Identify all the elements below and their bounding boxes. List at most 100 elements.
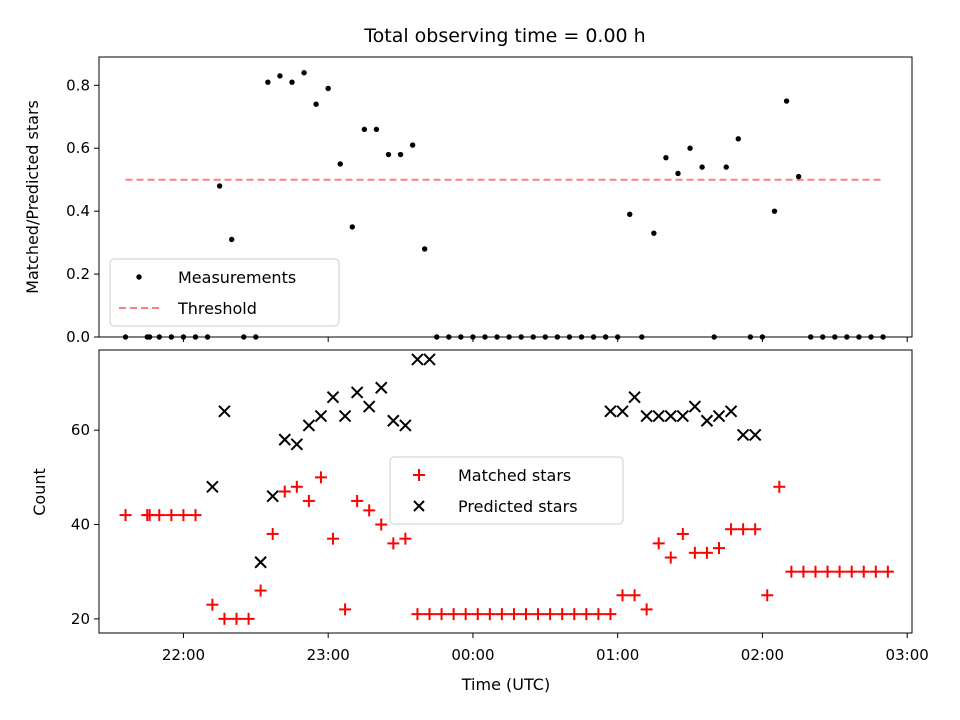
matched-star-point	[327, 532, 340, 545]
measurement-point	[735, 136, 742, 142]
bottom-x-tick-label: 01:00	[596, 646, 639, 664]
top-panel: 0.00.20.40.60.8 Matched/Predicted stars …	[23, 56, 913, 346]
matched-star-point	[568, 608, 581, 621]
predicted-star-point	[338, 409, 352, 423]
matched-star-point	[532, 608, 545, 621]
matched-star-point	[809, 565, 822, 578]
matched-star-point	[290, 480, 303, 493]
matched-star-point	[652, 537, 665, 550]
top-y-tick-label: 0.4	[66, 202, 90, 220]
bottom-plot-area	[119, 353, 894, 625]
matched-star-point	[725, 523, 738, 536]
predicted-star-point	[266, 490, 279, 503]
predicted-star-point	[688, 400, 702, 413]
top-y-ticks: 0.0 0.2 0.4 0.6 0.8	[66, 76, 99, 346]
top-y-tick-label: 0.2	[66, 265, 90, 283]
matched-star-point	[302, 494, 315, 507]
matched-star-point	[507, 608, 520, 621]
bottom-y-axis-label: Count	[30, 468, 49, 516]
predicted-star-point	[628, 390, 641, 404]
measurement-point	[771, 208, 778, 214]
matched-star-point	[737, 523, 750, 536]
measurement-point	[699, 164, 705, 170]
matched-star-point	[604, 608, 617, 621]
matched-star-point	[119, 509, 132, 522]
measurement-point	[409, 142, 416, 148]
matched-legend-label: Matched stars	[458, 466, 571, 485]
predicted-star-point	[326, 390, 340, 404]
measurement-point	[349, 224, 356, 230]
matched-star-point	[153, 509, 166, 522]
measurements-legend-label: Measurements	[178, 268, 296, 287]
measurement-point	[385, 151, 392, 158]
top-y-tick-label: 0.0	[66, 328, 90, 346]
measurement-point	[265, 79, 271, 85]
bottom-x-tick-label: 22:00	[162, 646, 205, 664]
measurement-point	[397, 151, 404, 158]
predicted-star-point	[724, 405, 738, 418]
matched-star-point	[749, 523, 762, 536]
matched-star-point	[869, 565, 882, 578]
matched-star-point	[254, 584, 267, 597]
predicted-star-point	[604, 405, 617, 418]
chart-title: Total observing time = 0.00 h	[363, 25, 645, 47]
predicted-star-point	[664, 409, 677, 423]
bottom-legend-box	[389, 456, 624, 525]
matched-star-point	[399, 532, 412, 545]
top-plot-area	[122, 70, 886, 340]
matched-star-point	[821, 565, 834, 578]
predicted-star-point	[700, 414, 714, 427]
top-axes-frame	[98, 56, 913, 338]
predicted-star-point	[399, 419, 412, 432]
predicted-star-point	[748, 428, 762, 442]
bottom-y-tick-label: 60	[71, 421, 90, 439]
matched-star-point	[339, 603, 352, 616]
measurement-point	[313, 101, 319, 107]
bottom-x-tick-label: 02:00	[741, 646, 784, 664]
predicted-legend-marker	[413, 500, 425, 512]
bottom-x-tick-label: 23:00	[307, 646, 350, 664]
bottom-y-tick-label: 20	[71, 610, 90, 628]
predicted-star-point	[411, 353, 424, 366]
x-axis-label: Time (UTC)	[461, 675, 550, 694]
top-legend-box	[109, 258, 340, 327]
matched-star-point	[797, 565, 810, 578]
matched-star-point	[592, 608, 605, 621]
matched-star-point	[676, 527, 689, 540]
matched-star-point	[266, 527, 279, 540]
matched-legend-marker	[413, 469, 425, 481]
matched-star-point	[242, 612, 255, 625]
bottom-panel: 20 40 60 22:00 23:00 00:00 01:00 02:00 03:00 Co…	[30, 349, 929, 694]
matched-star-point	[688, 546, 701, 559]
matched-star-point	[206, 598, 219, 611]
predicted-star-point	[652, 409, 665, 423]
threshold-legend-label: Threshold	[177, 299, 257, 318]
matched-star-point	[165, 509, 178, 522]
measurement-point	[627, 211, 633, 218]
measurement-point	[663, 154, 669, 161]
matched-star-point	[580, 608, 593, 621]
measurement-point	[301, 70, 307, 76]
predicted-star-point	[290, 438, 304, 451]
measurements-legend-marker	[136, 274, 142, 280]
matched-star-point	[520, 608, 533, 621]
predicted-star-point	[302, 419, 316, 432]
matched-star-point	[177, 509, 190, 522]
bottom-axes-frame	[98, 349, 913, 634]
predicted-star-point	[278, 433, 291, 446]
matched-star-point	[773, 480, 786, 493]
top-x-ticks	[182, 337, 908, 342]
matched-star-point	[616, 589, 629, 602]
measurement-point	[216, 183, 223, 189]
predicted-star-point	[616, 405, 629, 418]
measurement-point	[795, 173, 802, 180]
matched-star-point	[387, 537, 400, 550]
matched-star-point	[785, 565, 798, 578]
matched-star-point	[314, 471, 327, 484]
matched-star-point	[700, 546, 713, 559]
measurement-point	[289, 79, 295, 85]
matched-star-point	[423, 608, 436, 621]
matched-star-point	[640, 603, 653, 616]
predicted-star-point	[254, 556, 267, 569]
top-y-tick-label: 0.6	[66, 139, 90, 157]
